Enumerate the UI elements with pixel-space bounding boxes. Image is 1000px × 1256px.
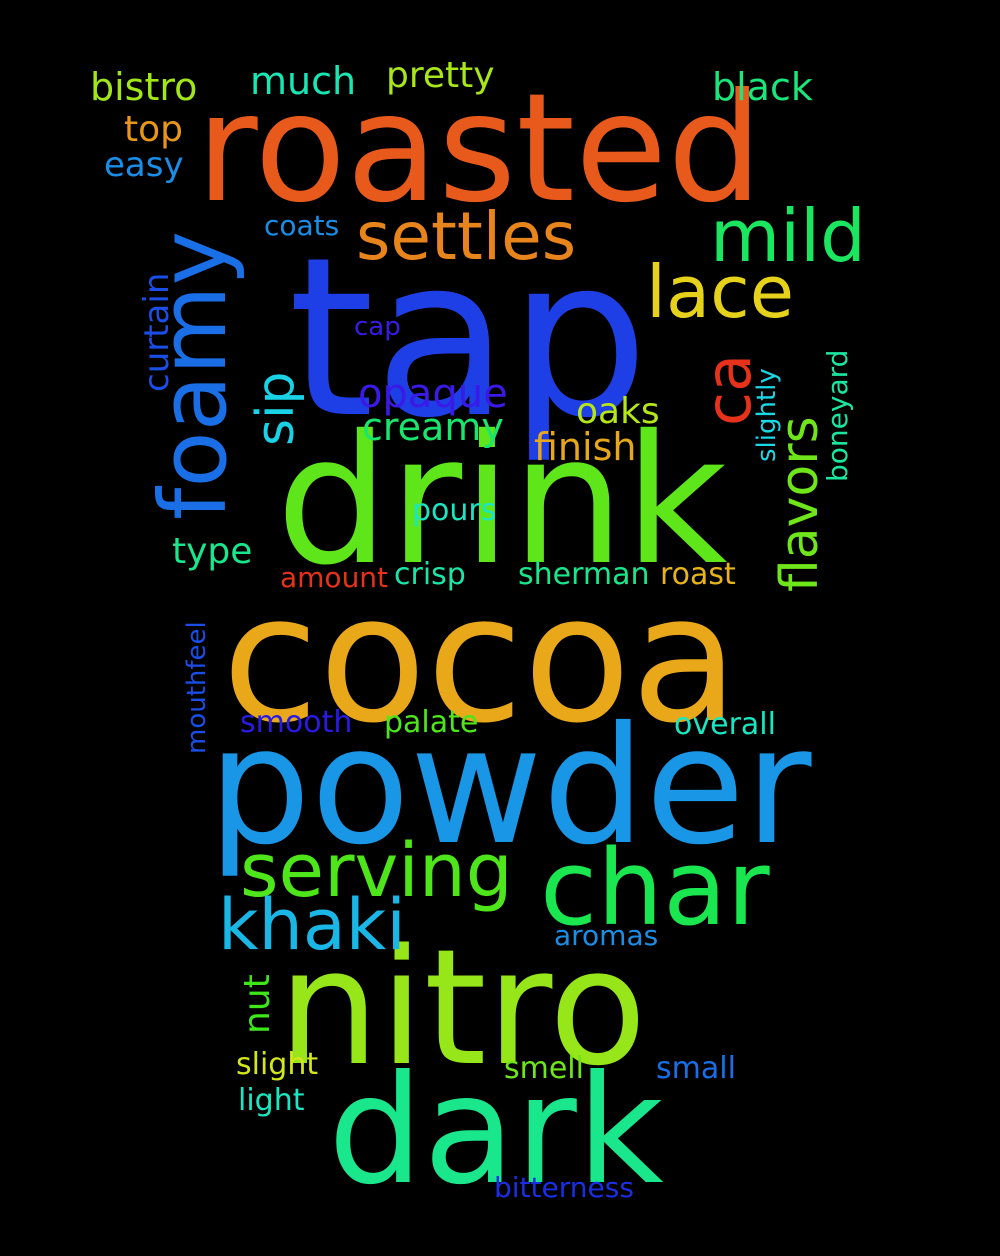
word-cap: cap <box>354 312 401 342</box>
word-settles: settles <box>356 198 577 275</box>
word-black: black <box>712 65 813 109</box>
word-easy: easy <box>104 145 184 185</box>
word-drink: drink <box>276 397 728 604</box>
word-bistro: bistro <box>90 65 198 109</box>
word-mild: mild <box>710 194 866 278</box>
word-sherman: sherman <box>518 557 650 592</box>
word-oaks: oaks <box>576 391 660 432</box>
word-finish: finish <box>534 425 637 469</box>
word-smooth: smooth <box>240 705 353 740</box>
word-pretty: pretty <box>386 55 495 96</box>
word-roasted: roasted <box>196 62 763 236</box>
word-smell: smell <box>504 1051 584 1086</box>
word-coats: coats <box>264 209 340 242</box>
word-type: type <box>172 531 253 572</box>
word-amount: amount <box>280 561 389 594</box>
word-slight: slight <box>236 1047 319 1082</box>
word-sip: sip <box>246 371 306 446</box>
word-powder: powder <box>208 693 812 881</box>
word-khaki: khaki <box>218 884 406 966</box>
word-serving: serving <box>240 828 513 914</box>
word-bitterness: bitterness <box>494 1171 634 1204</box>
word-nitro: nitro <box>278 914 647 1101</box>
word-palate: palate <box>384 705 479 740</box>
word-boneyard: boneyard <box>821 349 854 482</box>
word-char: char <box>540 827 770 949</box>
word-overall: overall <box>674 707 776 742</box>
word-slightly: slightly <box>752 368 782 462</box>
word-creamy: creamy <box>362 405 504 449</box>
word-tap: tap <box>288 210 649 466</box>
word-crisp: crisp <box>394 557 466 592</box>
word-lace: lace <box>646 250 795 334</box>
word-much: much <box>250 59 357 103</box>
word-top: top <box>124 109 183 150</box>
word-light: light <box>238 1083 305 1118</box>
word-nut: nut <box>237 974 278 1034</box>
word-ca: ca <box>692 353 765 426</box>
word-opaque: opaque <box>358 371 508 417</box>
word-aromas: aromas <box>554 919 659 952</box>
word-cocoa: cocoa <box>222 557 739 762</box>
word-mouthfeel: mouthfeel <box>182 621 212 754</box>
word-curtain: curtain <box>137 272 177 392</box>
word-roast: roast <box>660 557 736 592</box>
word-small: small <box>656 1051 736 1086</box>
word-dark: dark <box>328 1044 664 1218</box>
word-pours: pours <box>412 493 497 528</box>
